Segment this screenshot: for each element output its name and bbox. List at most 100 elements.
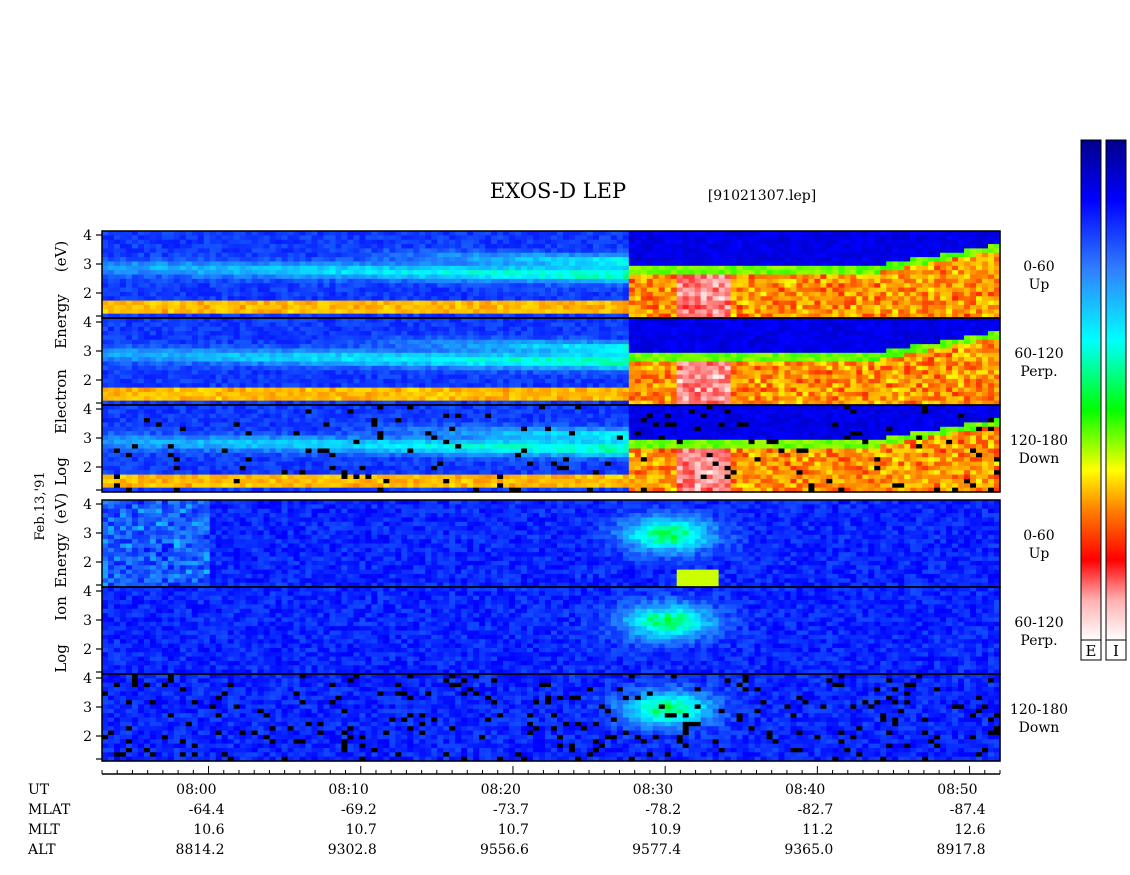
cell bbox=[754, 300, 762, 306]
cell bbox=[383, 335, 390, 341]
cell bbox=[545, 235, 552, 241]
cell bbox=[952, 291, 959, 297]
cell bbox=[820, 313, 827, 319]
cell bbox=[694, 261, 702, 267]
cell bbox=[568, 378, 576, 384]
cell bbox=[509, 339, 516, 345]
cell bbox=[796, 239, 804, 245]
cell bbox=[772, 252, 780, 258]
cell bbox=[886, 287, 893, 293]
cell bbox=[700, 257, 708, 263]
cell bbox=[353, 365, 361, 371]
cell bbox=[239, 339, 247, 345]
cell bbox=[988, 274, 995, 280]
cell bbox=[173, 270, 181, 276]
cell bbox=[317, 344, 325, 350]
cell bbox=[610, 304, 618, 310]
cell bbox=[137, 244, 145, 249]
cell bbox=[383, 248, 390, 254]
cell bbox=[574, 396, 582, 402]
cell bbox=[539, 278, 546, 284]
cell bbox=[634, 265, 642, 271]
cell bbox=[119, 261, 127, 267]
cell bbox=[389, 287, 396, 293]
cell bbox=[808, 287, 816, 293]
cell bbox=[634, 257, 642, 263]
cell bbox=[676, 231, 684, 236]
cell bbox=[628, 304, 636, 310]
cell bbox=[293, 318, 301, 323]
cell bbox=[467, 344, 474, 350]
cell bbox=[191, 348, 199, 354]
cell bbox=[568, 348, 576, 354]
cell bbox=[377, 326, 384, 332]
cell bbox=[137, 270, 145, 276]
cell bbox=[437, 239, 444, 245]
cell bbox=[443, 235, 450, 241]
cell bbox=[886, 231, 893, 236]
cell bbox=[455, 391, 462, 397]
cell bbox=[443, 270, 450, 276]
cell bbox=[221, 313, 229, 319]
cell bbox=[539, 391, 546, 397]
cell bbox=[622, 326, 630, 332]
cell bbox=[317, 270, 325, 276]
cell bbox=[539, 261, 546, 267]
cell bbox=[287, 252, 295, 258]
cell bbox=[485, 378, 492, 384]
cell bbox=[826, 283, 833, 289]
cell bbox=[341, 365, 349, 371]
cell bbox=[832, 283, 839, 289]
cell bbox=[994, 239, 1001, 245]
cell bbox=[449, 370, 456, 376]
cell bbox=[359, 318, 367, 323]
cell bbox=[287, 361, 295, 367]
cell bbox=[610, 344, 618, 350]
cell bbox=[574, 378, 582, 384]
cell bbox=[622, 365, 630, 371]
cell bbox=[425, 278, 432, 284]
cell bbox=[832, 304, 839, 310]
cell bbox=[688, 348, 696, 354]
cell bbox=[473, 274, 480, 280]
cell bbox=[215, 287, 223, 293]
cell bbox=[898, 239, 905, 245]
cell bbox=[167, 309, 175, 315]
cell bbox=[551, 274, 558, 280]
cell bbox=[515, 300, 522, 306]
cell bbox=[658, 231, 666, 236]
cell bbox=[994, 261, 1001, 267]
cell bbox=[682, 309, 690, 315]
cell bbox=[497, 352, 504, 358]
cell bbox=[461, 287, 468, 293]
cell bbox=[377, 352, 384, 358]
cell bbox=[365, 374, 372, 380]
cell bbox=[449, 361, 456, 367]
cell bbox=[485, 261, 492, 267]
cell bbox=[509, 370, 516, 376]
cell bbox=[209, 231, 217, 236]
cell bbox=[880, 248, 887, 254]
cell bbox=[628, 331, 636, 336]
cell bbox=[155, 361, 163, 367]
cell bbox=[748, 235, 756, 241]
cell bbox=[922, 309, 929, 315]
cell bbox=[215, 291, 223, 297]
cell bbox=[730, 252, 738, 258]
cell bbox=[634, 365, 642, 371]
cell bbox=[479, 265, 486, 271]
cell bbox=[664, 287, 672, 293]
cell bbox=[359, 344, 367, 350]
cell bbox=[562, 322, 570, 328]
cell bbox=[712, 296, 720, 302]
cell bbox=[658, 331, 666, 336]
cell bbox=[796, 283, 804, 289]
cell bbox=[497, 252, 504, 258]
cell bbox=[551, 400, 558, 406]
cell bbox=[634, 304, 642, 310]
cell bbox=[275, 231, 283, 236]
cell bbox=[137, 378, 145, 384]
cell bbox=[539, 383, 546, 389]
cell bbox=[329, 274, 337, 280]
cell bbox=[551, 291, 558, 297]
